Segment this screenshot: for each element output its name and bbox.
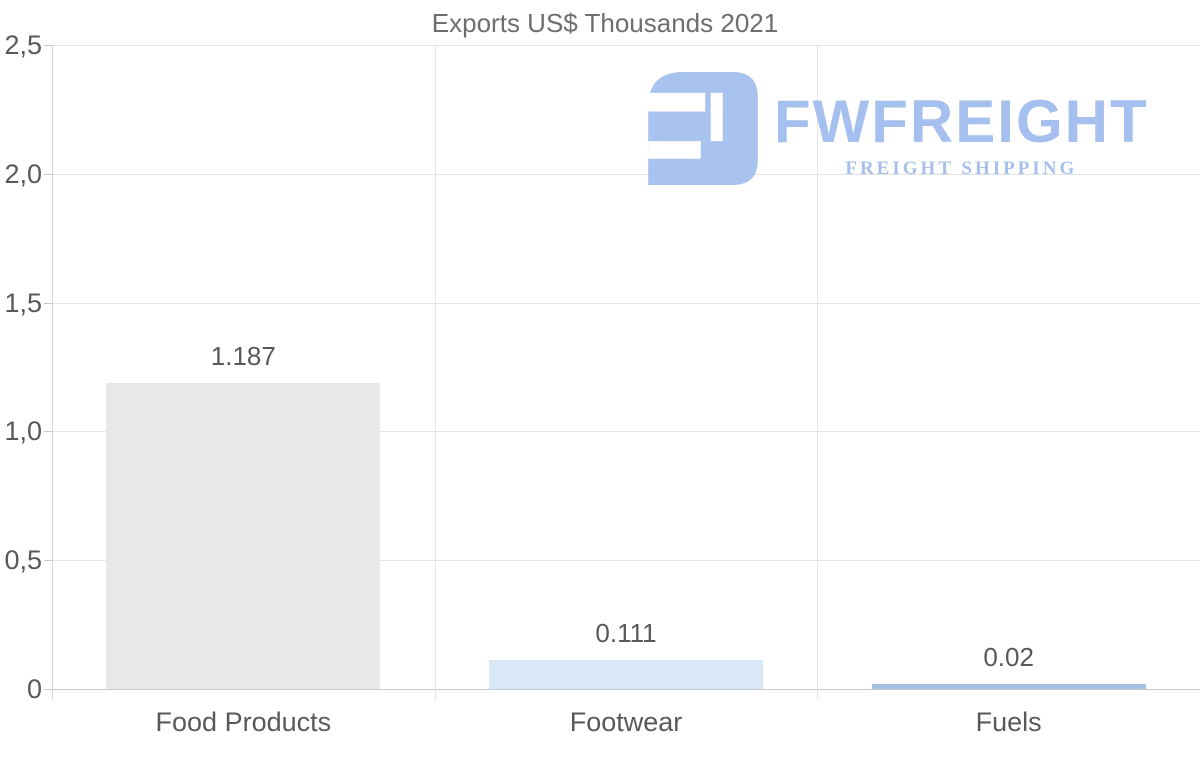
fwfreight-logo-icon <box>648 72 758 185</box>
x-axis-label-fuels: Fuels <box>975 707 1042 737</box>
y-axis-tick <box>44 560 52 562</box>
gridline-y-0 <box>52 689 1200 690</box>
bar-food-products <box>106 383 381 689</box>
y-axis-label: 0,5 <box>4 545 42 576</box>
value-label-food-products: 1.187 <box>210 341 276 372</box>
x-axis-label-food-products: Food Products <box>155 707 332 737</box>
y-axis-label: 0 <box>26 674 42 704</box>
gridline-y-2,5 <box>52 45 1200 46</box>
y-axis-line <box>52 45 53 700</box>
y-axis-label: 2,0 <box>4 158 42 189</box>
gridline-y-2,0 <box>52 173 1200 175</box>
y-axis-label: 2,5 <box>4 30 42 60</box>
x-axis-label-footwear: Footwear <box>569 707 683 737</box>
y-axis-tick <box>44 302 52 304</box>
bar-footwear <box>489 660 763 689</box>
bar-fuels <box>871 683 1146 689</box>
value-label-footwear: 0.111 <box>595 618 657 649</box>
y-axis-tick <box>44 431 52 433</box>
brand-name: FWFREIGHT <box>774 88 1149 155</box>
brand-text-block: FWFREIGHT FREIGHT SHIPPING <box>774 72 1149 180</box>
y-axis-label: 1,5 <box>4 287 42 318</box>
gridline-y-0,5 <box>52 560 1200 562</box>
gridline-y-1,5 <box>52 302 1200 304</box>
gridline-y-1,0 <box>52 431 1200 433</box>
chart-title: Exports US$ Thousands 2021 <box>431 8 779 38</box>
y-axis-label: 1,0 <box>4 416 42 447</box>
brand-watermark: FWFREIGHT FREIGHT SHIPPING <box>648 72 1149 185</box>
category-separator-line <box>434 45 436 700</box>
brand-tagline: FREIGHT SHIPPING <box>845 158 1078 179</box>
value-label-fuels: 0.02 <box>983 641 1034 672</box>
y-axis-tick <box>44 45 52 46</box>
category-separator-line <box>817 45 819 700</box>
y-axis-tick <box>44 689 52 690</box>
y-axis-tick <box>44 173 52 175</box>
